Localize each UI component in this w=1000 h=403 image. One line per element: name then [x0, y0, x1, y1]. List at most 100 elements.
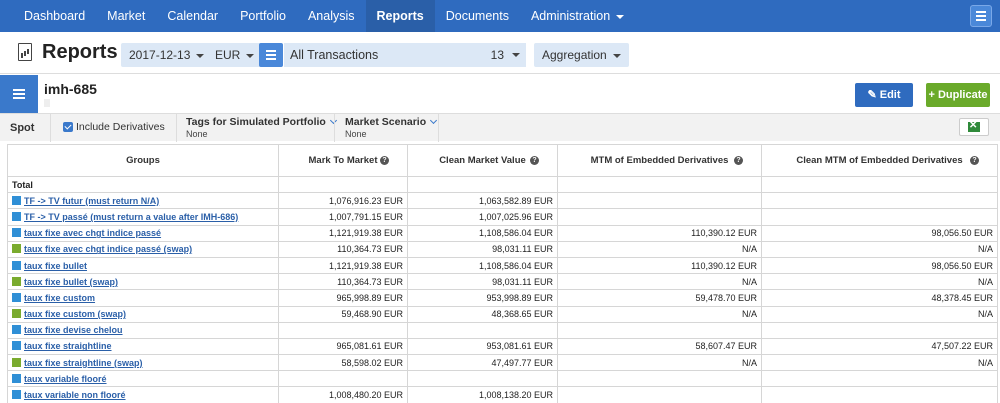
value-cell-mtm [278, 370, 408, 388]
group-link[interactable]: taux variable flooré [24, 373, 107, 384]
tags-filter-value: None [186, 129, 208, 139]
table-header-row: Groups Mark To Market? Clean Market Valu… [7, 144, 998, 177]
value-cell-mtm: 59,468.90 EUR [278, 305, 408, 323]
column-header-label: Mark To Market [308, 155, 378, 166]
duplicate-button[interactable]: + Duplicate [926, 83, 990, 107]
list-icon [13, 89, 25, 99]
value-cell-cemb: 98,056.50 EUR [761, 224, 998, 242]
value-cell-cmv: 48,368.65 EUR [407, 305, 558, 323]
help-icon[interactable]: ? [380, 156, 389, 165]
value-cell-mtm [278, 321, 408, 339]
report-name: imh-685 [44, 81, 97, 97]
excel-export-button[interactable] [959, 118, 989, 136]
nav-calendar[interactable]: Calendar [167, 9, 219, 23]
include-derivatives-checkbox[interactable] [63, 122, 73, 132]
tags-filter[interactable]: Tags for Simulated Portfolio None [186, 116, 337, 139]
group-link[interactable]: taux fixe bullet [24, 260, 88, 271]
nav-portfolio[interactable]: Portfolio [240, 9, 286, 23]
transactions-label: All Transactions [290, 48, 379, 62]
value-cell-mtm: 965,081.61 EUR [278, 337, 408, 356]
group-cell: taux fixe avec chgt indice passé (swap) [7, 240, 279, 258]
duplicate-label: Duplicate [937, 89, 988, 101]
divider [176, 114, 177, 142]
value-cell-cemb: 48,378.45 EUR [761, 289, 998, 307]
group-link[interactable]: taux fixe avec chgt indice passé (swap) [24, 244, 193, 255]
market-scenario-filter[interactable]: Market Scenario None [345, 116, 438, 139]
nav-documents[interactable]: Documents [445, 9, 509, 23]
table-row-total: Total [7, 175, 998, 194]
value-cell-emb: N/A [557, 273, 762, 291]
hamburger-menu-button[interactable] [970, 5, 992, 27]
help-icon[interactable]: ? [734, 156, 743, 165]
color-swatch-icon [12, 244, 21, 254]
value-cell-cmv: 953,998.89 EUR [407, 289, 558, 307]
value-cell-cemb [761, 321, 998, 339]
table-row: TF -> TV passé (must return a value afte… [7, 208, 998, 226]
value-cell-mtm: 1,076,916.23 EUR [278, 192, 408, 210]
filter-bar: Spot Include Derivatives Tags for Simula… [0, 113, 1000, 142]
group-link[interactable]: TF -> TV passé (must return a value afte… [24, 211, 239, 222]
report-list-button[interactable] [0, 75, 38, 113]
group-link[interactable]: taux fixe devise chelou [24, 325, 123, 336]
nav-analysis[interactable]: Analysis [307, 9, 355, 23]
color-swatch-icon [12, 292, 21, 302]
column-header-mtm-embedded[interactable]: MTM of Embedded Derivatives? [557, 144, 762, 177]
group-cell: taux fixe bullet [7, 256, 279, 275]
report-table: Groups Mark To Market? Clean Market Valu… [7, 144, 998, 403]
group-cell: taux fixe custom (swap) [7, 305, 279, 323]
value-cell-emb: N/A [557, 305, 762, 323]
caret-down-icon [246, 53, 255, 58]
column-header-mtm[interactable]: Mark To Market? [278, 144, 408, 177]
group-link[interactable]: taux fixe custom [24, 292, 96, 303]
value-cell-emb: N/A [557, 354, 762, 372]
help-icon[interactable]: ? [530, 156, 539, 165]
group-link[interactable]: TF -> TV futur (must return N/A) [24, 195, 160, 206]
group-link[interactable]: taux fixe straightline [24, 341, 112, 352]
group-link[interactable]: taux fixe bullet (swap) [24, 276, 119, 287]
value-cell-mtm: 1,121,919.38 EUR [278, 256, 408, 275]
transactions-selector[interactable]: All Transactions 13 [284, 43, 526, 67]
table-row: taux fixe custom 965,998.89 EUR 953,998.89… [7, 289, 998, 307]
cell [278, 175, 408, 194]
column-header-groups[interactable]: Groups [7, 144, 279, 177]
value-cell-cmv: 1,108,586.04 EUR [407, 224, 558, 242]
group-cell: taux fixe devise chelou [7, 321, 279, 339]
color-swatch-icon [12, 195, 21, 205]
help-icon[interactable]: ? [970, 156, 979, 165]
group-cell: taux fixe straightline (swap) [7, 354, 279, 372]
column-header-clean-mtm-embedded[interactable]: Clean MTM of Embedded Derivatives? [761, 144, 998, 177]
currency-selector[interactable]: EUR [207, 43, 263, 67]
caret-down-icon [512, 53, 520, 57]
edit-button[interactable]: ✎ Edit [855, 83, 913, 107]
nav-administration[interactable]: Administration [520, 0, 635, 32]
group-link[interactable]: taux fixe custom (swap) [24, 309, 127, 320]
column-header-label: MTM of Embedded Derivatives [590, 155, 729, 166]
column-header-clean-market-value[interactable]: Clean Market Value? [407, 144, 558, 177]
nav-reports[interactable]: Reports [365, 0, 435, 32]
value-cell-mtm: 1,008,480.20 EUR [278, 386, 408, 403]
group-cell: TF -> TV passé (must return a value afte… [7, 208, 279, 226]
table-row: taux variable non flooré 1,008,480.20 EUR… [7, 386, 998, 403]
color-swatch-icon [12, 373, 21, 383]
group-link[interactable]: taux fixe straightline (swap) [24, 357, 143, 368]
value-cell-mtm: 110,364.73 EUR [278, 240, 408, 258]
cell [557, 175, 762, 194]
transactions-list-icon[interactable] [259, 43, 283, 67]
group-link[interactable]: taux variable non flooré [24, 390, 126, 401]
include-derivatives-label[interactable]: Include Derivatives [76, 121, 165, 133]
value-cell-emb [557, 208, 762, 226]
value-cell-cemb: N/A [761, 354, 998, 372]
nav-market[interactable]: Market [107, 9, 146, 23]
divider [438, 114, 439, 142]
aggregation-label: Aggregation [542, 48, 607, 62]
aggregation-selector[interactable]: Aggregation [534, 43, 629, 67]
group-cell: taux fixe avec chgt indice passé [7, 224, 279, 242]
nav-dashboard[interactable]: Dashboard [24, 9, 86, 23]
page-title: Reports [42, 41, 118, 63]
date-selector[interactable]: 2017-12-13 [121, 43, 213, 67]
color-swatch-icon [12, 357, 21, 367]
table-row: taux fixe devise chelou [7, 321, 998, 339]
group-link[interactable]: taux fixe avec chgt indice passé [24, 228, 162, 239]
group-cell: taux fixe bullet (swap) [7, 273, 279, 291]
color-swatch-icon [12, 309, 21, 319]
